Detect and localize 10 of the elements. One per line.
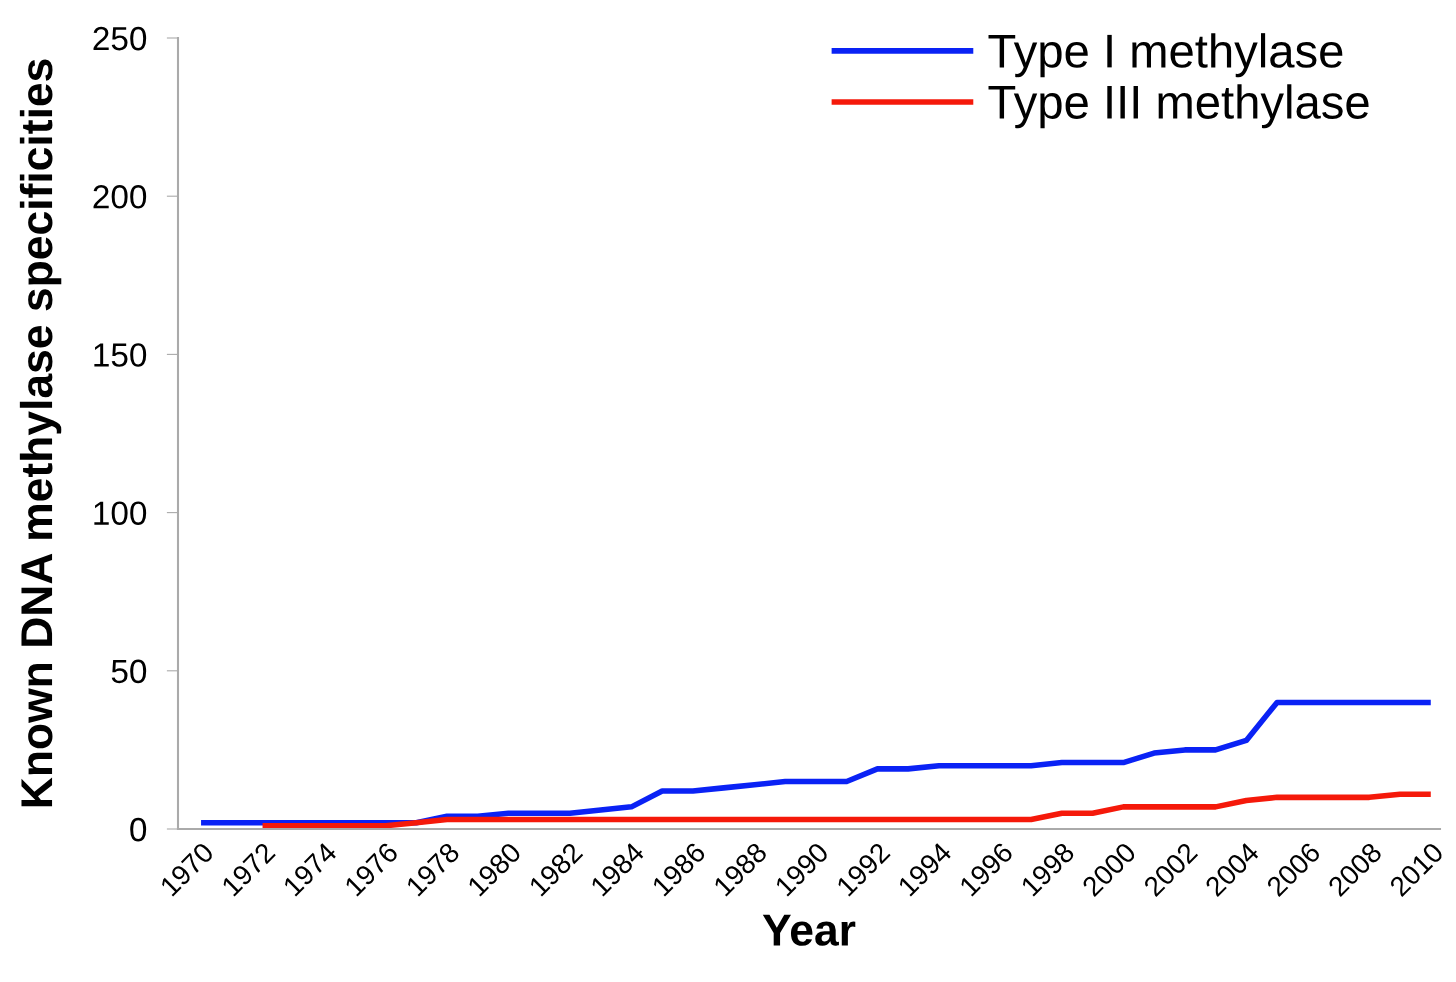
- y-tick-label: 50: [111, 659, 147, 684]
- y-tick-label: 250: [93, 26, 147, 51]
- x-axis-title: Year: [762, 914, 856, 946]
- y-tick-label: 150: [94, 343, 147, 367]
- y-tick-label: 100: [94, 501, 147, 526]
- legend-label: Type I methylase: [988, 33, 1343, 78]
- legend-label: Type III methylase: [988, 84, 1369, 129]
- y-tick-label: 200: [93, 185, 147, 209]
- y-tick-label: 0: [130, 817, 147, 842]
- y-axis-title: Known DNA methylase specificities: [19, 59, 62, 807]
